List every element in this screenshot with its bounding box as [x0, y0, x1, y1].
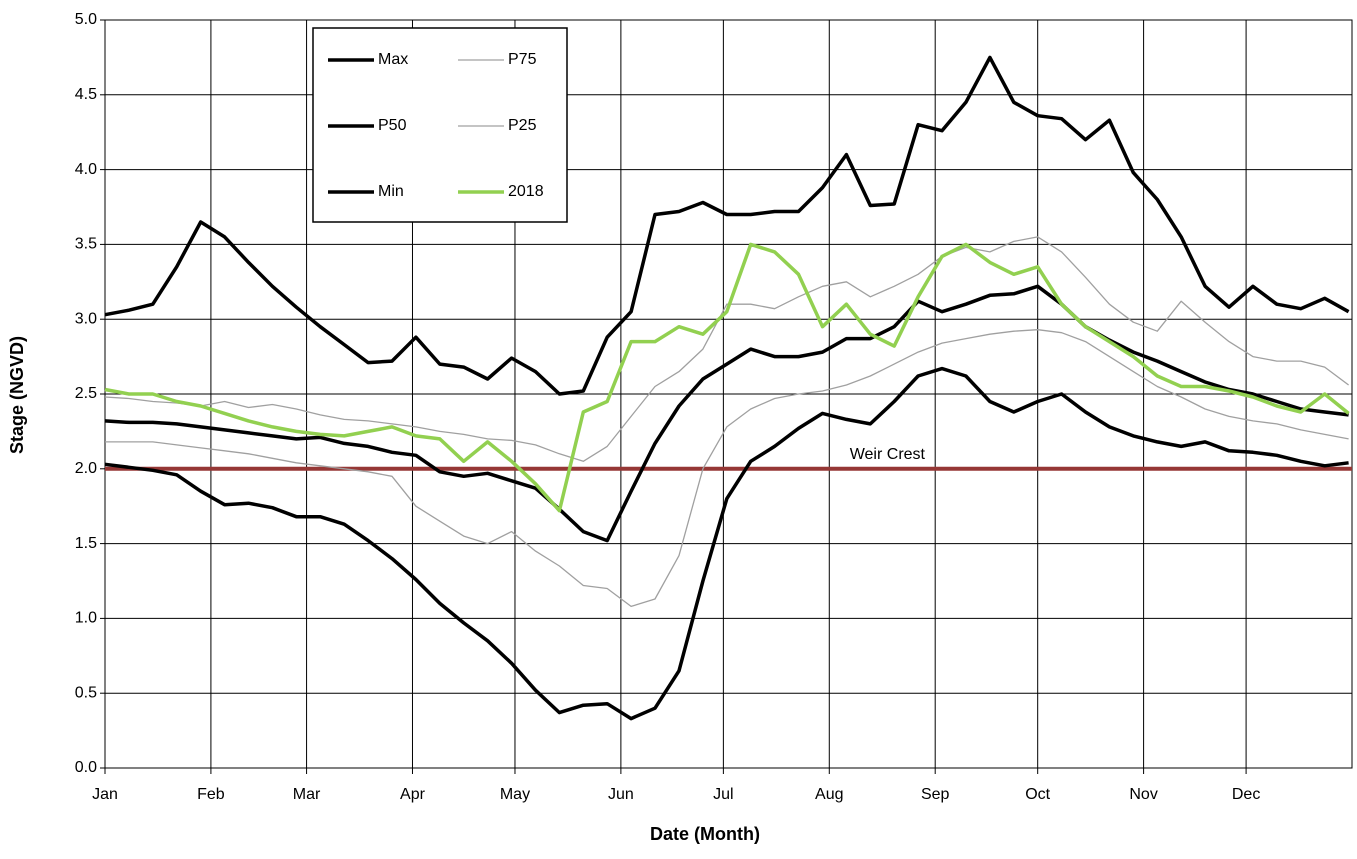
- series-line: [104, 366, 1349, 721]
- y-axis-title: Stage (NGVD): [7, 336, 27, 454]
- x-axis-title: Date (Month): [650, 824, 760, 844]
- legend-label: P50: [378, 117, 407, 134]
- y-tick-label: 2.5: [75, 385, 97, 402]
- series-line: [104, 242, 1350, 513]
- y-tick-label: 1.5: [75, 535, 97, 552]
- x-tick-label: Jul: [713, 786, 733, 803]
- legend-label: Max: [378, 51, 408, 68]
- x-tick-label: Mar: [293, 786, 321, 803]
- y-tick-label: 2.0: [75, 460, 97, 477]
- legend-label: P75: [508, 51, 537, 68]
- x-tick-label: Oct: [1025, 786, 1050, 803]
- series-line: [104, 284, 1349, 543]
- x-tick-label: Apr: [400, 786, 426, 803]
- y-tick-label: 0.5: [75, 684, 97, 701]
- legend: Max P75 P50 P25 Min 2018: [312, 27, 568, 223]
- y-tick-label: 0.0: [75, 759, 97, 776]
- legend-label: Min: [378, 183, 404, 200]
- y-tick-label: 5.0: [75, 11, 97, 28]
- x-tick-label: Jun: [608, 786, 634, 803]
- x-tick-label: Nov: [1129, 786, 1157, 803]
- x-tick-label: Aug: [815, 786, 843, 803]
- y-tick-label: 3.5: [75, 236, 97, 253]
- legend-label: P25: [508, 117, 537, 134]
- series-line: [104, 55, 1350, 396]
- x-tick-label: Dec: [1232, 786, 1260, 803]
- y-tick-label: 1.0: [75, 610, 97, 627]
- x-tick-label: Jan: [92, 786, 118, 803]
- y-tick-label: 4.5: [75, 86, 97, 103]
- reference-label: Weir Crest: [850, 446, 926, 463]
- y-tick-label: 4.0: [75, 161, 97, 178]
- x-tick-label: May: [500, 786, 530, 803]
- y-tick-label: 3.0: [75, 310, 97, 327]
- series-line: [105, 329, 1349, 608]
- series-line: [104, 236, 1349, 462]
- legend-label: 2018: [508, 183, 544, 200]
- x-tick-label: Feb: [197, 786, 225, 803]
- x-tick-label: Sep: [921, 786, 950, 803]
